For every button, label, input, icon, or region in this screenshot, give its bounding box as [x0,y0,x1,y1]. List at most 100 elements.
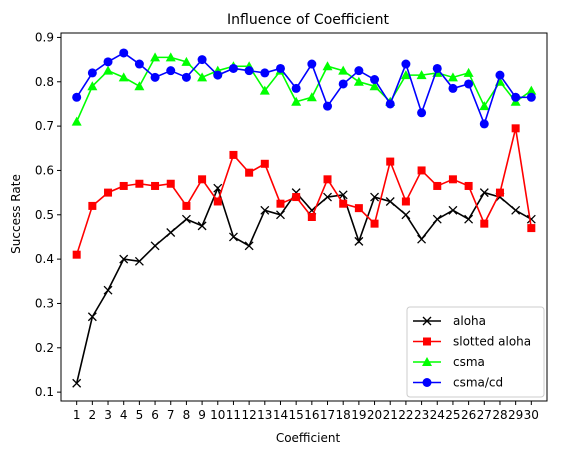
data-point [386,157,395,166]
data-point [244,241,254,251]
data-point [104,188,113,197]
data-point [385,99,395,109]
x-tick-label: 7 [167,408,175,422]
x-tick-label: 11 [226,408,241,422]
series-csma-cd [72,48,536,129]
data-point [353,76,364,86]
data-point [354,66,364,76]
x-tick-label: 13 [257,408,272,422]
x-tick-label: 17 [320,408,335,422]
data-point [526,85,537,95]
data-point [244,66,254,76]
data-point [87,81,98,91]
data-point [276,199,285,208]
x-tick-label: 22 [398,408,413,422]
data-point [417,108,427,118]
y-tick-label: 0.6 [35,163,54,177]
x-tick-label: 20 [367,408,382,422]
data-point [307,213,316,221]
data-point [417,166,426,175]
data-point [526,92,536,102]
data-point [511,92,521,102]
data-point [511,205,521,215]
y-axis-label: Success Rate [9,174,23,254]
x-tick-label: 9 [198,408,206,422]
data-point [447,72,458,82]
x-tick-label: 19 [351,408,366,422]
legend-marker [422,316,432,326]
legend-label: csma [453,355,485,369]
data-point [401,197,410,206]
data-point [338,190,348,200]
data-point [322,61,333,71]
data-point [72,378,82,388]
data-point [479,188,489,198]
x-tick-label: 15 [289,408,304,422]
data-point [103,65,114,75]
data-point [228,63,238,73]
x-tick-label: 29 [508,408,523,422]
data-point [260,159,269,168]
x-tick-label: 23 [414,408,429,422]
data-point [448,205,458,215]
x-tick-label: 16 [304,408,319,422]
data-point [338,65,349,75]
x-tick-label: 14 [273,408,288,422]
data-point [197,72,208,82]
data-point [229,150,238,159]
data-point [401,210,411,220]
y-tick-label: 0.8 [35,75,54,89]
data-point [134,81,145,91]
data-point [527,224,536,233]
legend-marker [423,337,431,346]
legend-label: aloha [453,314,486,328]
data-point [260,68,270,78]
data-point [479,101,490,111]
data-point [150,52,161,62]
data-point [526,214,536,224]
data-point [385,197,395,206]
data-point [323,175,332,184]
legend-label: csma/cd [453,376,503,390]
data-point [448,83,458,93]
y-tick-label: 0.5 [35,208,54,222]
data-point [72,250,81,259]
data-point [306,92,317,102]
data-point [135,179,144,188]
plot-area: 0.10.20.30.40.50.60.70.80.91 2 3 4 5 6 7 8 9 10 11… [35,30,548,422]
data-point [87,68,97,78]
data-point [103,285,113,295]
y-tick-label: 0.3 [35,296,54,310]
legend-label: slotted aloha [453,335,531,349]
x-tick-label: 8 [183,408,191,422]
x-tick-label: 2 [89,408,97,422]
data-point [213,197,222,206]
x-tick-label: 1 [73,408,81,422]
y-tick-label: 0.2 [35,341,54,355]
data-point [495,70,505,80]
x-axis-label: Coefficient [276,431,341,445]
y-tick-label: 0.1 [35,385,54,399]
y-tick-label: 0.4 [35,252,54,266]
data-point [119,254,129,264]
data-point [118,72,129,82]
x-tick-label: 10 [210,408,225,422]
data-point [275,63,285,73]
data-point [370,192,380,202]
data-point [511,124,520,133]
series-aloha [72,183,536,388]
data-point [228,232,238,242]
data-point [307,59,317,69]
y-tick-label: 0.9 [35,30,54,44]
data-point [166,228,176,237]
data-point [150,241,160,251]
data-point [463,67,474,77]
data-point [370,219,379,228]
data-point [213,183,223,193]
data-point [198,175,207,184]
x-tick-label: 25 [445,408,460,422]
data-point [354,204,363,213]
data-point [134,256,144,266]
data-point [400,70,411,80]
